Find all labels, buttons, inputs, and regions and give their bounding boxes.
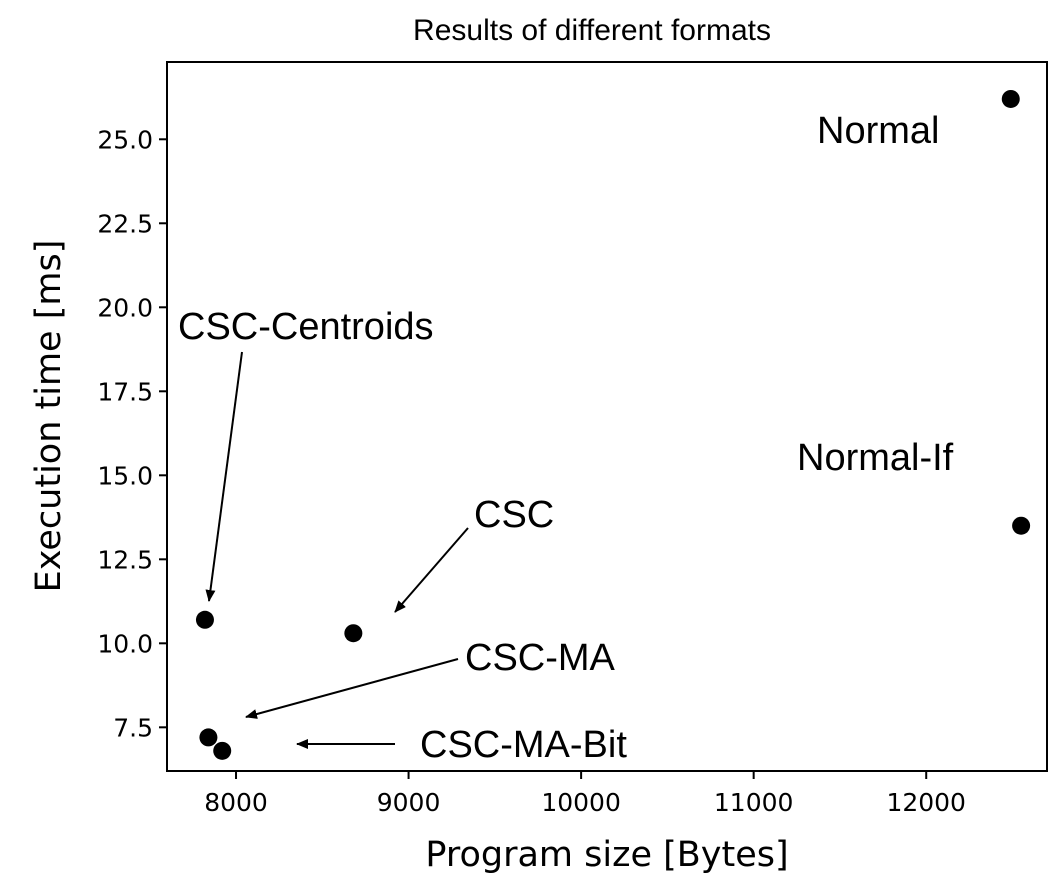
annotation-normal-if: Normal-If [797,437,954,479]
annotation-csc-ma-bit: CSC-MA-Bit [420,724,627,766]
annotation-normal: Normal [817,110,939,152]
chart-title: Results of different formats [413,14,771,47]
plot-frame [166,61,1048,772]
annotation-csc-centroids: CSC-Centroids [178,306,434,348]
x-tick-label: 11000 [714,788,794,817]
x-axis: 8000 9000 10000 11000 12000 [204,771,966,817]
x-tick-label: 12000 [886,788,966,817]
data-point-csc [344,624,363,643]
x-tick-label: 9000 [377,788,441,817]
annotations: Normal Normal-If CSC CSC-Centroids CSC-M… [178,110,954,766]
data-point-csc-centroids [195,610,214,629]
y-tick-label: 17.5 [97,377,153,406]
arrow-csc-ma [245,658,459,719]
x-tick-label: 8000 [204,788,268,817]
x-tick-label: 10000 [541,788,621,817]
annotation-csc: CSC [474,494,554,536]
data-points [195,89,1031,760]
y-tick-label: 10.0 [97,629,153,658]
data-point-csc-ma-bit [213,741,232,760]
y-axis: 7.5 10.0 12.5 15.0 17.5 20.0 22.5 25.0 [97,125,167,742]
data-point-csc-ma [199,728,218,747]
x-axis-label: Program size [Bytes] [425,835,788,875]
arrow-csc-centroids [205,351,243,602]
data-point-normal-if [1012,516,1031,535]
y-tick-label: 12.5 [97,545,153,574]
arrow-csc [394,527,469,613]
y-axis-label: Execution time [ms] [29,240,69,593]
data-point-normal [1001,89,1020,108]
y-tick-label: 7.5 [113,713,153,742]
y-tick-label: 15.0 [97,461,153,490]
y-tick-label: 20.0 [97,293,153,322]
annotation-csc-ma: CSC-MA [465,637,616,679]
y-tick-label: 22.5 [97,209,153,238]
y-tick-label: 25.0 [97,125,153,154]
